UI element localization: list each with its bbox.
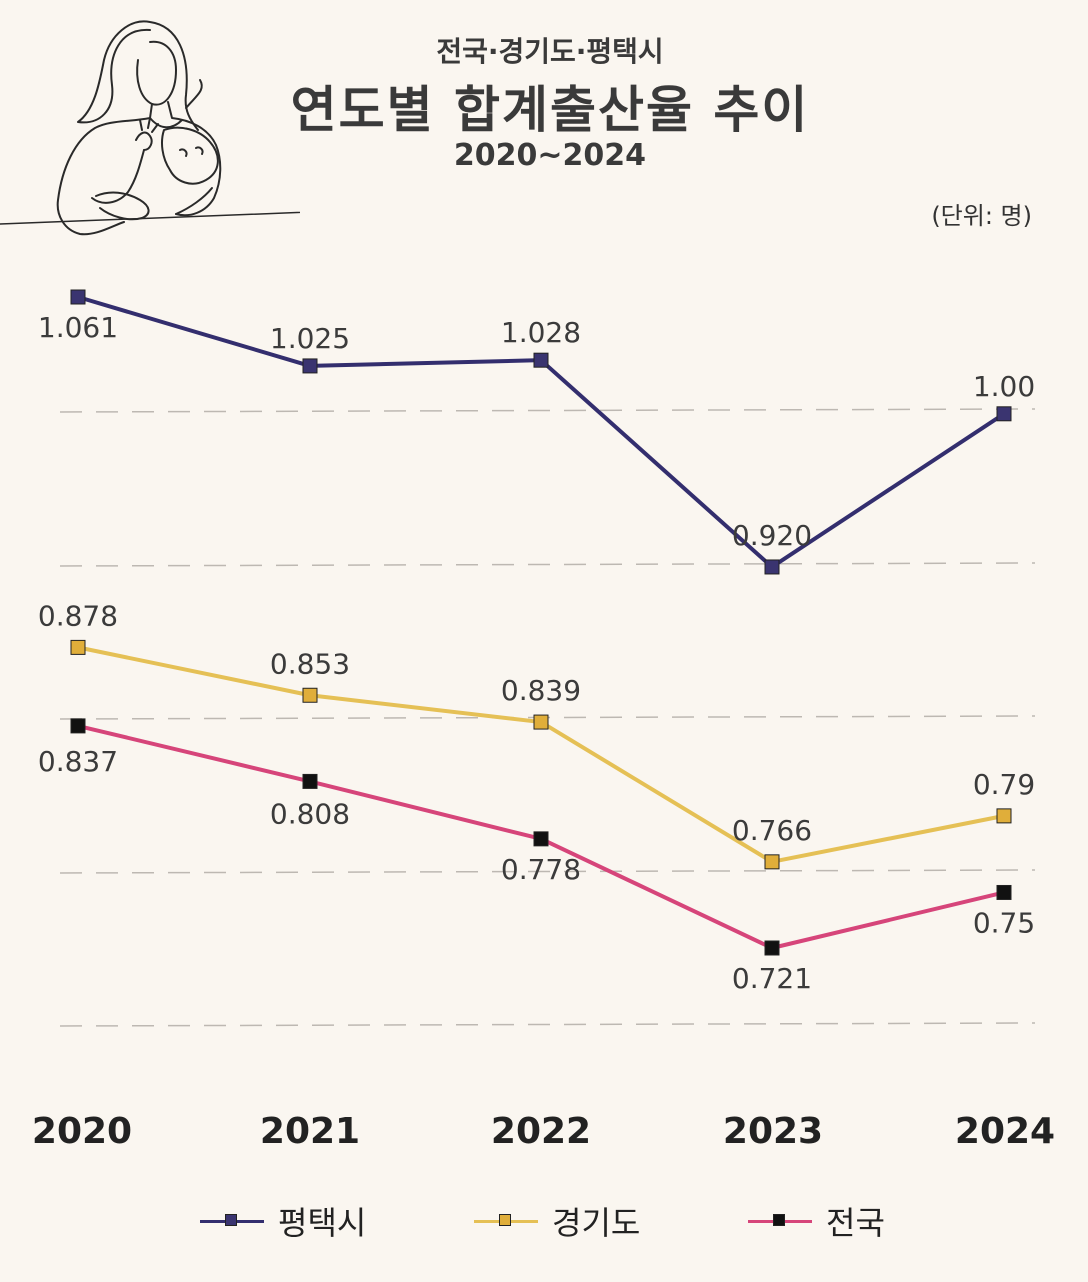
data-label-national-2021: 0.808 xyxy=(270,797,350,830)
x-tick-label-2021: 2021 xyxy=(260,1111,360,1152)
marker-national-2020 xyxy=(70,718,86,734)
marker-pyeongtaek-2023 xyxy=(764,559,780,575)
x-tick-label-2020: 2020 xyxy=(32,1111,132,1152)
x-tick-label-2023: 2023 xyxy=(723,1111,823,1152)
marker-national-2024 xyxy=(996,884,1012,900)
series-markers xyxy=(70,289,1012,956)
data-label-gyeonggi-2024: 0.79 xyxy=(973,768,1035,801)
marker-pyeongtaek-2022 xyxy=(533,352,549,368)
data-labels: 1.061 1.025 1.028 0.920 1.00 0.878 0.853 0.839 0… xyxy=(38,311,1035,995)
legend-item-gyeonggi: 경기도 xyxy=(474,1196,640,1246)
legend-item-pyeongtaek: 평택시 xyxy=(200,1196,366,1246)
unit-label: (단위: 명) xyxy=(931,202,1032,230)
marker-national-2022 xyxy=(533,831,549,847)
legend-label-gyeonggi: 경기도 xyxy=(552,1204,641,1242)
data-label-gyeonggi-2021: 0.853 xyxy=(270,647,350,680)
series-lines xyxy=(77,295,1006,950)
legend-marker-gyeonggi xyxy=(499,1213,511,1226)
marker-gyeonggi-2023 xyxy=(764,854,780,870)
gridlines xyxy=(59,408,1036,1027)
legend-marker-national xyxy=(773,1213,785,1226)
marker-pyeongtaek-2021 xyxy=(302,358,318,374)
header-divider-left xyxy=(0,211,300,225)
data-label-gyeonggi-2022: 0.839 xyxy=(501,674,581,707)
legend-label-pyeongtaek: 평택시 xyxy=(278,1204,367,1242)
marker-national-2023 xyxy=(764,940,780,956)
data-label-national-2023: 0.721 xyxy=(732,962,812,995)
data-label-pyeongtaek-2021: 1.025 xyxy=(270,322,350,355)
data-label-pyeongtaek-2023: 0.920 xyxy=(732,519,812,552)
gridline xyxy=(59,1022,1036,1027)
chart-year-range: 2020~2024 xyxy=(453,138,647,173)
marker-national-2021 xyxy=(302,773,318,789)
chart-title: 연도별 합계출산율 추이 xyxy=(290,81,810,139)
legend-line-gyeonggi xyxy=(474,1213,538,1226)
data-label-gyeonggi-2020: 0.878 xyxy=(38,599,118,632)
data-label-national-2024: 0.75 xyxy=(973,906,1035,939)
x-axis-labels: 2020 2021 2022 2023 2024 xyxy=(32,1111,1055,1152)
legend-line-national xyxy=(748,1213,812,1226)
x-tick-label-2022: 2022 xyxy=(491,1111,591,1152)
gridline xyxy=(59,869,1036,874)
chart-subtitle: 전국·경기도·평택시 xyxy=(436,35,664,68)
marker-gyeonggi-2024 xyxy=(996,808,1012,824)
legend-marker-pyeongtaek xyxy=(225,1213,237,1226)
gridline xyxy=(59,562,1036,567)
marker-gyeonggi-2022 xyxy=(533,714,549,730)
data-label-national-2020: 0.837 xyxy=(38,745,118,778)
mother-baby-line-drawing-icon xyxy=(0,20,300,236)
legend: 평택시 경기도 전국 xyxy=(0,1196,1088,1246)
marker-pyeongtaek-2020 xyxy=(70,289,86,305)
marker-gyeonggi-2020 xyxy=(70,639,86,655)
data-label-pyeongtaek-2024: 1.00 xyxy=(973,370,1035,403)
legend-item-national: 전국 xyxy=(748,1196,885,1246)
gridline xyxy=(59,408,1036,413)
data-label-pyeongtaek-2020: 1.061 xyxy=(38,311,118,344)
marker-gyeonggi-2021 xyxy=(302,687,318,703)
x-tick-label-2024: 2024 xyxy=(955,1111,1055,1152)
legend-line-pyeongtaek xyxy=(200,1213,264,1226)
data-label-pyeongtaek-2022: 1.028 xyxy=(501,316,581,349)
data-label-national-2022: 0.778 xyxy=(501,853,581,886)
data-label-gyeonggi-2023: 0.766 xyxy=(732,814,812,847)
marker-pyeongtaek-2024 xyxy=(996,406,1012,422)
legend-label-national: 전국 xyxy=(826,1204,885,1242)
